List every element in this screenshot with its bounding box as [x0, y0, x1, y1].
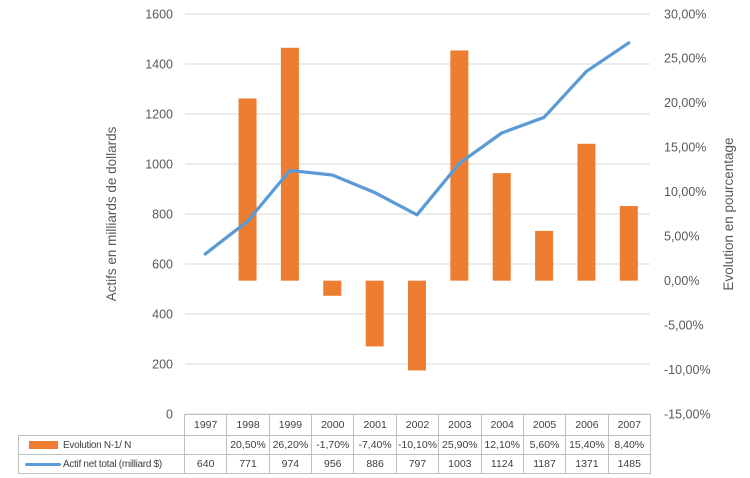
actif-value-cell: 1187 [522, 454, 567, 474]
actif-value-cell: 1371 [565, 454, 609, 474]
right-axis-tick-label: -15,00% [664, 407, 711, 421]
actif-value-cell: 1124 [480, 454, 524, 474]
left-axis-tick-label: 600 [152, 257, 173, 271]
right-axis-tick-label: 5,00% [664, 230, 699, 244]
actif-value-cell: 956 [311, 454, 355, 474]
data-table: 1997 1998 1999 2000 2001 2002 2003 2004 2005 2006… [18, 414, 651, 474]
right-axis-tick-label: 20,00% [664, 96, 706, 110]
legend-evolution: Evolution N-1/ N [18, 435, 185, 455]
left-axis-tick-label: 1200 [145, 107, 173, 121]
evolution-value-cell: 26,20% [268, 435, 313, 455]
legend-actif-inner: Actif net total (milliard $) [19, 459, 184, 470]
bar-2007 [619, 206, 638, 281]
right-axis-tick-label: 10,00% [664, 185, 706, 199]
bar-1999 [280, 47, 299, 281]
left-axis-tick-label: 0 [166, 407, 173, 421]
evolution-value-cell: 5,60% [522, 435, 567, 455]
evolution-value-cell: -7,40% [353, 435, 397, 455]
right-axis-title: Evolution en pourcentage [721, 137, 736, 290]
evolution-value-cell: 20,50% [226, 435, 270, 455]
bar-2004 [492, 173, 511, 281]
evolution-bar-swatch [28, 441, 58, 449]
bar-2001 [365, 280, 384, 347]
year-header-cell: 2007 [607, 414, 651, 436]
right-axis-tick-label: 30,00% [664, 7, 706, 21]
year-header-cell: 2005 [522, 414, 567, 436]
table-corner-blank [19, 415, 185, 436]
evolution-value-cell: -1,70% [311, 435, 355, 455]
year-header-cell: 2004 [480, 414, 524, 436]
left-axis-tick-label: 1600 [145, 7, 173, 21]
bar-2006 [577, 143, 596, 281]
left-axis-tick-label: 400 [152, 307, 173, 321]
evolution-value-cell: 15,40% [565, 435, 609, 455]
evolution-value-cell [183, 435, 228, 455]
left-axis-tick-label: 800 [152, 207, 173, 221]
year-header-cell: 2000 [311, 414, 355, 436]
bar-2005 [535, 230, 554, 281]
evolution-value-cell: 25,90% [438, 435, 482, 455]
evolution-value-cell: 12,10% [480, 435, 524, 455]
right-axis-tick-label: -5,00% [664, 318, 704, 332]
right-axis-tick-label: 0,00% [664, 274, 699, 288]
year-header-cell: 2001 [353, 414, 397, 436]
actif-value-cell: 974 [268, 454, 313, 474]
bar-2002 [408, 280, 426, 371]
evolution-bar-swatch-box [23, 441, 63, 449]
legend-evolution-label: Evolution N-1/ N [63, 439, 132, 451]
legend-actif: Actif net total (milliard $) [18, 454, 185, 474]
left-axis-title: Actifs en milliards de dollards [104, 126, 119, 301]
year-header-cell: 2002 [395, 414, 440, 436]
evolution-value-cell: -10,10% [395, 435, 440, 455]
bar-2000 [323, 280, 342, 296]
actif-value-cell: 1003 [438, 454, 482, 474]
actif-value-cell: 771 [226, 454, 270, 474]
actif-value-cell: 886 [353, 454, 397, 474]
right-axis-tick-label: 25,00% [664, 52, 706, 66]
actif-value-cell: 640 [183, 454, 228, 474]
right-axis-tick-label: 15,00% [664, 141, 706, 155]
legend-evolution-inner: Evolution N-1/ N [19, 440, 184, 451]
year-header-cell: 2006 [565, 414, 609, 436]
bar-1998 [238, 98, 257, 281]
actif-line-swatch-box [23, 462, 63, 466]
legend-actif-label: Actif net total (milliard $) [63, 458, 162, 470]
year-header-cell: 1998 [226, 414, 270, 436]
right-axis-tick-label: -10,00% [664, 363, 711, 377]
actif-value-cell: 1485 [607, 454, 651, 474]
actif-line-swatch [25, 462, 61, 466]
actif-value-cell: 797 [395, 454, 440, 474]
actif-net-total-line [203, 41, 631, 256]
year-header-cell: 1997 [183, 414, 228, 436]
left-axis-tick-label: 1000 [145, 157, 173, 171]
year-header-cell: 2003 [438, 414, 482, 436]
left-axis-tick-label: 200 [152, 357, 173, 371]
left-axis-tick-label: 1400 [145, 57, 173, 71]
year-header-cell: 1999 [268, 414, 313, 436]
evolution-value-cell: 8,40% [607, 435, 651, 455]
